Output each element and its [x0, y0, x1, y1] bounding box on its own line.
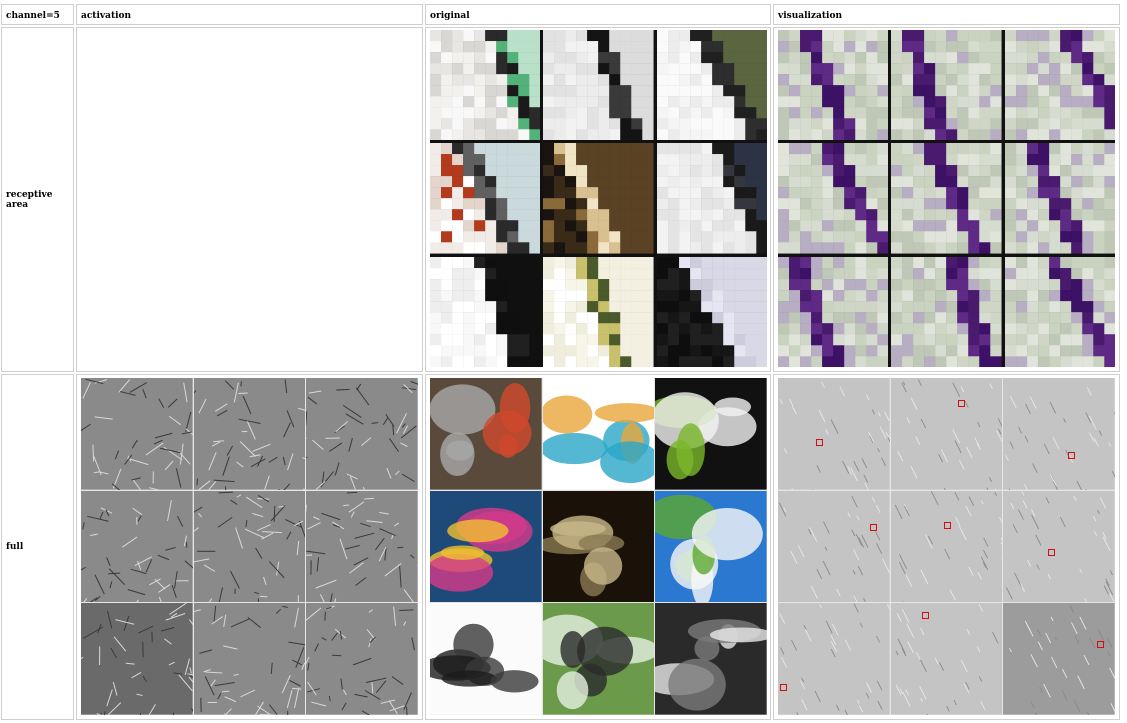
header-original-cell: original	[425, 4, 771, 25]
receptive-original-tile	[430, 257, 540, 367]
header-visualization: visualization	[774, 5, 1119, 21]
receptive-visualization-tile	[778, 30, 888, 140]
full-activation-tile	[306, 491, 418, 603]
full-activation-tile	[81, 378, 193, 490]
receptive-visualization-tile	[778, 257, 888, 367]
full-visualization-tile	[778, 378, 890, 490]
receptive-field-box	[958, 400, 965, 407]
receptive-field-box	[1048, 549, 1055, 556]
receptive-field-box	[780, 684, 787, 691]
receptive-visualization-tile	[891, 30, 1001, 140]
receptive-field-box	[1068, 452, 1075, 459]
row-label-full: full	[2, 542, 23, 552]
full-activation-tile	[81, 603, 193, 715]
row-label-receptive-cell: receptive area	[1, 27, 74, 372]
header-label: channel=5	[2, 5, 73, 21]
full-visualization-tile	[891, 378, 1003, 490]
full-visualization-tile	[778, 603, 890, 715]
full-visualization-tile	[891, 603, 1003, 715]
full-activation-tile	[194, 491, 306, 603]
receptive-visualization-grid	[778, 30, 1115, 367]
receptive-field-box	[816, 439, 823, 446]
full-visualization-tile	[891, 491, 1003, 603]
receptive-original-tile	[543, 30, 653, 140]
full-original-motocross-rider	[430, 378, 542, 490]
row-label-full-cell: full	[1, 374, 74, 720]
receptive-field-box	[1097, 641, 1104, 648]
header-activation-cell: activation	[76, 4, 423, 25]
header-visualization-cell: visualization	[773, 4, 1120, 25]
receptive-original-tile	[543, 143, 653, 253]
full-activation-tile	[306, 603, 418, 715]
receptive-visualization-tile	[891, 257, 1001, 367]
header-original: original	[426, 5, 770, 21]
receptive-visualization-tile	[891, 143, 1001, 253]
full-activation-tile	[194, 603, 306, 715]
full-visualization-tile	[1003, 378, 1115, 490]
full-activation-tile	[306, 378, 418, 490]
receptive-original-grid	[430, 30, 767, 367]
full-visualization-tile	[778, 491, 890, 603]
full-original-tie-on-shirt	[655, 378, 767, 490]
full-original-soccer-ball-on-grass	[655, 491, 767, 603]
receptive-field-box	[944, 522, 951, 529]
full-activation-tile	[194, 378, 306, 490]
full-original-style-magazine-cover	[430, 491, 542, 603]
receptive-visualization-tile	[1005, 143, 1115, 253]
full-original-lion-illustration-scarf	[543, 378, 655, 490]
receptive-original-tile	[430, 143, 540, 253]
receptive-visualization-tile	[778, 143, 888, 253]
receptive-visualization-tile	[1005, 257, 1115, 367]
full-activation-grid	[81, 378, 418, 715]
row-label-receptive: receptive area	[2, 190, 73, 210]
receptive-original-tile	[657, 143, 767, 253]
receptive-original-tile	[657, 30, 767, 140]
full-original-bird-in-tree	[543, 603, 655, 715]
full-activation-tile	[81, 491, 193, 603]
full-visualization-tile	[1003, 491, 1115, 603]
receptive-field-box	[870, 524, 877, 531]
full-visualization-tile	[1003, 603, 1115, 715]
full-visualization-grid	[778, 378, 1115, 715]
full-original-black-leather-clutch	[430, 603, 542, 715]
receptive-original-tile	[430, 30, 540, 140]
receptive-visualization-tile	[1005, 30, 1115, 140]
header-activation: activation	[77, 5, 422, 21]
full-original-open-book-desk	[655, 603, 767, 715]
receptive-original-tile	[543, 257, 653, 367]
header-label-cell: channel=5	[1, 4, 74, 25]
receptive-activation-cell	[76, 27, 423, 372]
full-original-iguana	[543, 491, 655, 603]
receptive-field-box	[922, 612, 929, 619]
full-original-grid	[430, 378, 767, 715]
receptive-original-tile	[657, 257, 767, 367]
